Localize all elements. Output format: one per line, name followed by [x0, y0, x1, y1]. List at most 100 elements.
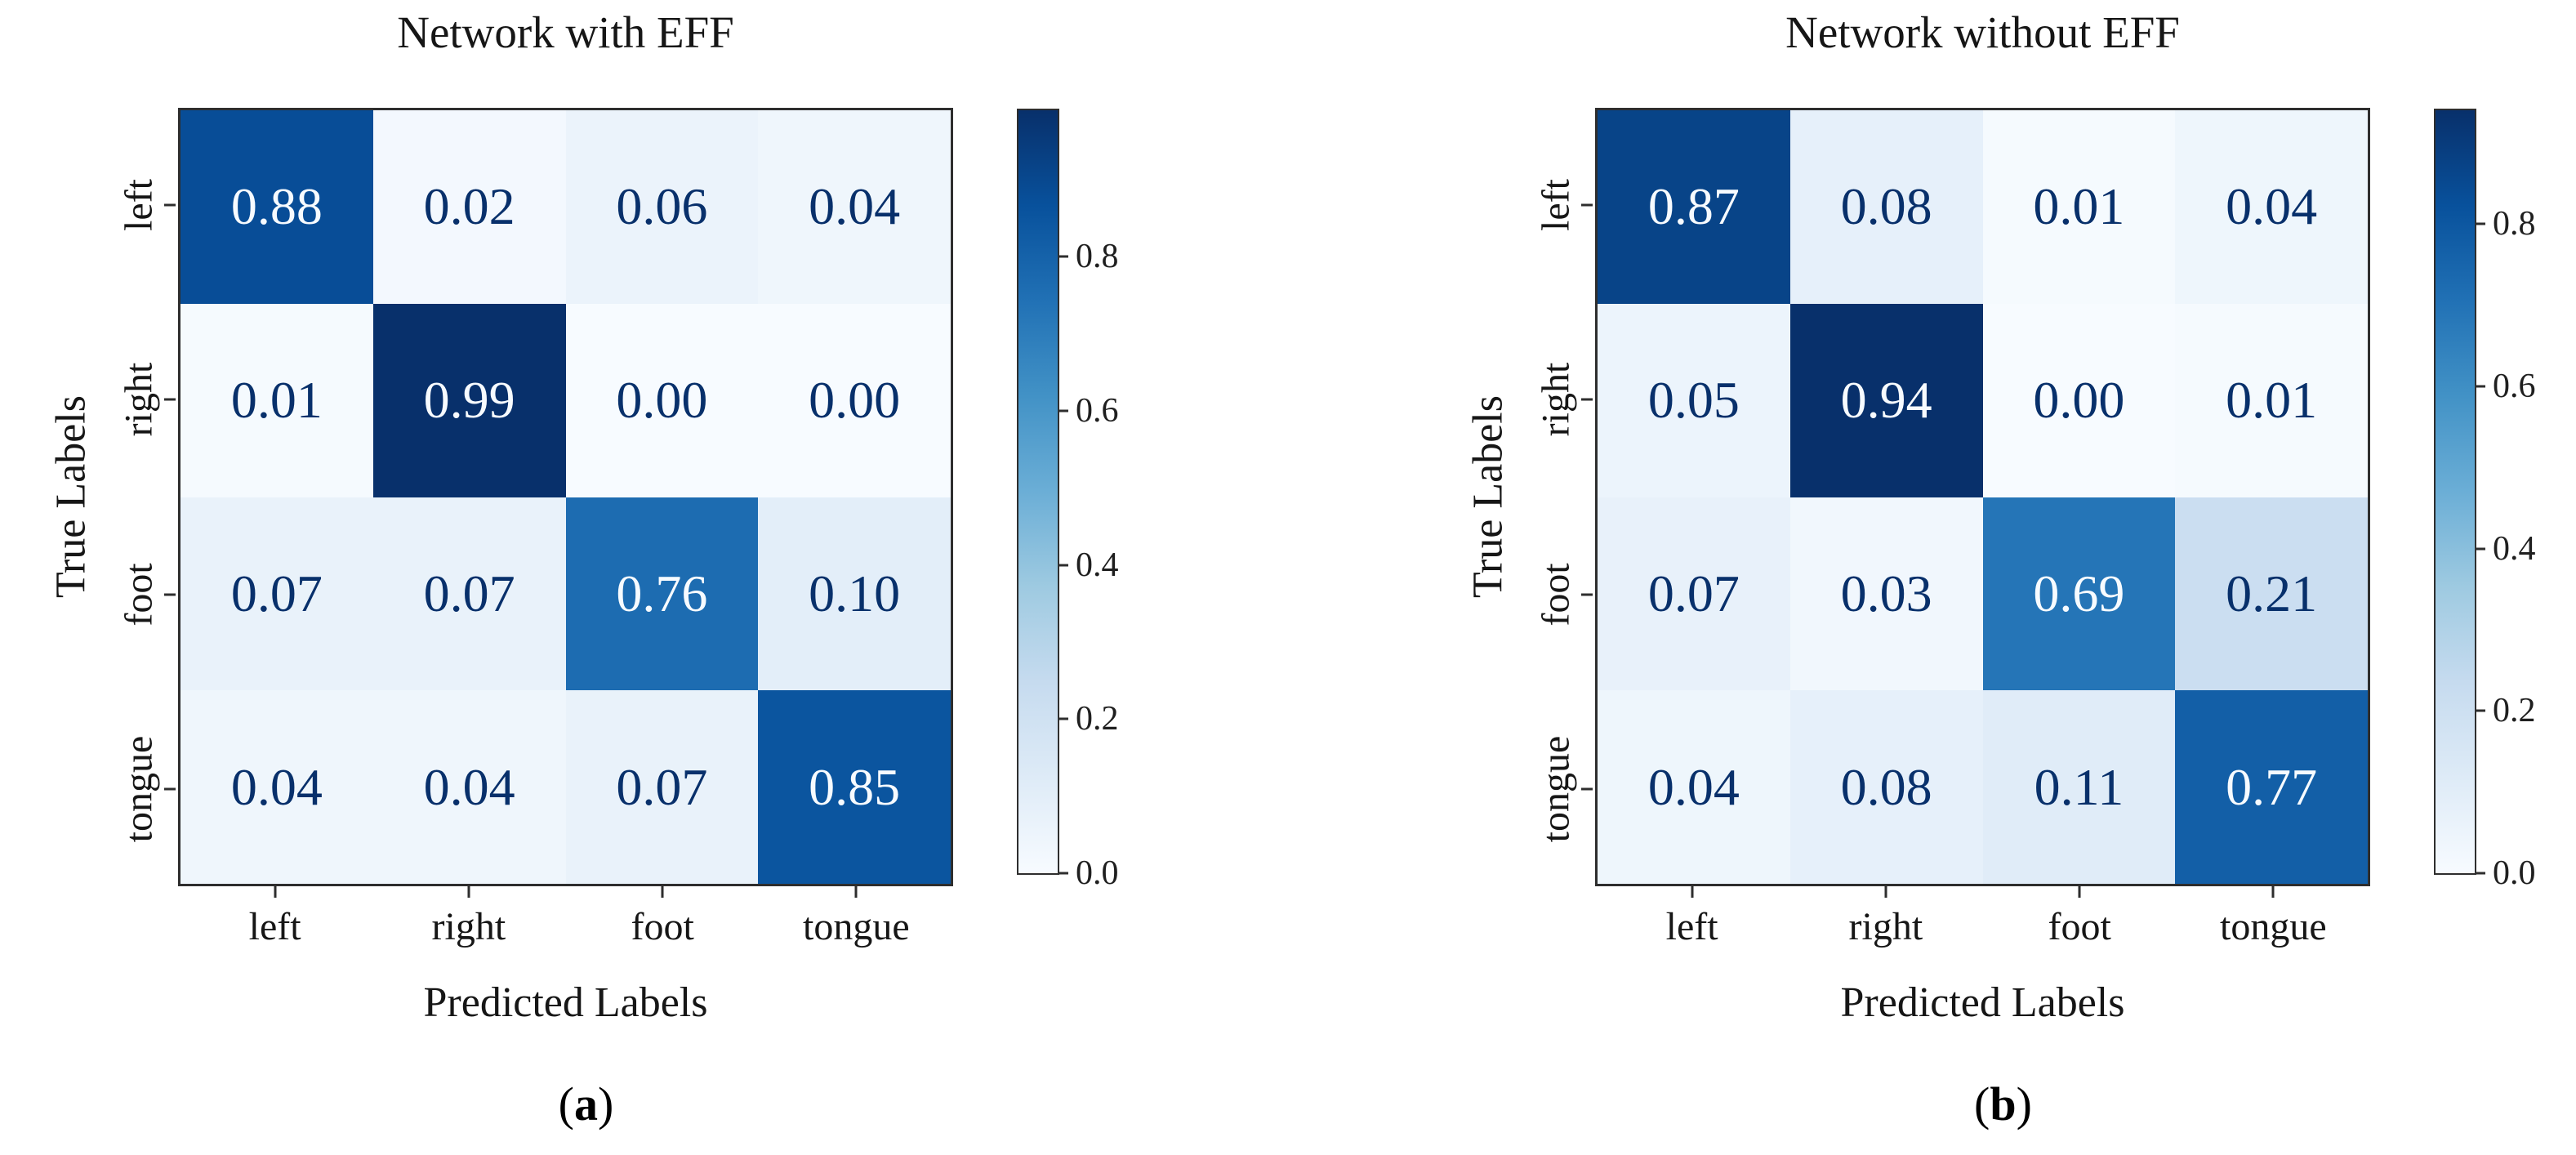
colorbar-tick-mark [2475, 222, 2485, 225]
x-tick-label: tongue [803, 905, 910, 948]
colorbar-tick-label: 0.6 [1076, 391, 1119, 430]
heatmap-cell: 0.00 [565, 303, 759, 497]
y-tick-mark [1581, 203, 1593, 207]
heatmap-cell: 0.99 [372, 303, 566, 497]
heatmap-cell: 0.94 [1789, 303, 1983, 497]
heatmap-cell: 0.03 [1789, 497, 1983, 691]
colorbar-tick-mark [2475, 547, 2485, 551]
x-tick-label: foot [631, 905, 694, 948]
colorbar: 0.8 0.6 0.4 0.2 0.0 [1017, 109, 1119, 892]
colorbar: 0.8 0.6 0.4 0.2 0.0 [2434, 109, 2536, 892]
y-tick-label: tongue [117, 735, 161, 843]
heatmap-cell: 0.21 [2175, 497, 2368, 691]
x-tick-label: right [1848, 905, 1923, 948]
caption-paren-open: ( [558, 1077, 574, 1130]
y-axis-ticks: left right foot tongue [1417, 108, 1595, 886]
heatmap-cell: 0.08 [1789, 110, 1983, 304]
heatmap-cell: 0.01 [1982, 110, 2176, 304]
colorbar-tick-label: 0.2 [1076, 700, 1119, 738]
x-tick-mark [2078, 886, 2081, 898]
caption-letter: b [1990, 1077, 2017, 1130]
heatmap-cell: 0.05 [1598, 303, 1790, 497]
colorbar-tick-mark [1058, 872, 1068, 875]
y-tick-mark [164, 787, 176, 791]
x-axis-ticks: left right foot tongue [178, 886, 953, 992]
x-tick-mark [1884, 886, 1887, 898]
y-tick-label: right [1534, 363, 1578, 437]
heatmap-cell: 0.01 [2175, 303, 2368, 497]
x-tick-label: right [431, 905, 506, 948]
y-tick-mark [1581, 398, 1593, 401]
heatmap-cell: 0.07 [372, 497, 566, 691]
chart-title: Network without EFF [1785, 7, 2180, 57]
panel-a: Network with EFF 0.88 0.02 0.06 0.04 0.01 0.9… [0, 7, 1119, 1131]
heatmap-cell: 0.10 [758, 497, 951, 691]
x-tick-label: tongue [2220, 905, 2327, 948]
heatmap-cell: 0.04 [2175, 110, 2368, 304]
heatmap-cell: 0.07 [565, 690, 759, 884]
colorbar-tick-label: 0.6 [2493, 367, 2536, 405]
y-tick-label: left [1534, 179, 1578, 232]
subfigure-caption: (a) [198, 1077, 974, 1131]
y-tick-mark [1581, 593, 1593, 596]
panel-b: Network without EFF 0.87 0.08 0.01 0.04 0.05… [1417, 0, 2576, 1155]
colorbar-tick-mark [2475, 709, 2485, 712]
heatmap-cell: 0.07 [1598, 497, 1790, 691]
chart-title: Network with EFF [397, 7, 734, 57]
x-tick-mark [274, 886, 277, 898]
heatmap-cell: 0.11 [1982, 690, 2176, 884]
caption-paren-open: ( [1974, 1077, 1990, 1130]
caption-paren-close: ) [598, 1077, 614, 1130]
heatmap-cell: 0.04 [758, 110, 951, 304]
heatmap-cell: 0.77 [2175, 690, 2368, 884]
colorbar-tick-mark [2475, 872, 2485, 875]
y-axis-ticks: left right foot tongue [0, 108, 178, 886]
subfigure-caption: (b) [1616, 1077, 2391, 1131]
heatmap-cell: 0.08 [1789, 690, 1983, 884]
colorbar-tick-label: 0.4 [2493, 529, 2536, 568]
heatmap-cell: 0.04 [372, 690, 566, 884]
y-tick-mark [1581, 787, 1593, 791]
colorbar-tick-label: 0.8 [1076, 238, 1119, 276]
y-tick-label: tongue [1534, 735, 1578, 843]
y-tick-label: left [117, 179, 161, 232]
y-tick-mark [164, 398, 176, 401]
y-tick-mark [164, 203, 176, 207]
heatmap-grid: 0.87 0.08 0.01 0.04 0.05 0.94 0.00 0.01 0.07 0.03… [1595, 108, 2370, 886]
heatmap-cell: 0.85 [758, 690, 951, 884]
heatmap-cell: 0.00 [1982, 303, 2176, 497]
y-tick-mark [164, 593, 176, 596]
colorbar-tick-mark [1058, 255, 1068, 258]
y-axis-label: True Labels [1464, 395, 1512, 598]
heatmap-cell: 0.02 [372, 110, 566, 304]
colorbar-tick-label: 0.0 [1076, 854, 1119, 892]
colorbar-tick-label: 0.0 [2493, 854, 2536, 892]
heatmap-cell: 0.04 [180, 690, 373, 884]
heatmap-cell: 0.00 [758, 303, 951, 497]
x-tick-mark [467, 886, 470, 898]
heatmap-cell: 0.01 [180, 303, 373, 497]
heatmap-cell: 0.69 [1982, 497, 2176, 691]
heatmap-cell: 0.88 [180, 110, 373, 304]
x-tick-label: left [248, 905, 301, 948]
x-tick-mark [1691, 886, 1694, 898]
heatmap-cell: 0.06 [565, 110, 759, 304]
caption-paren-close: ) [2016, 1077, 2032, 1130]
caption-letter: a [574, 1077, 598, 1130]
heatmap-cell: 0.07 [180, 497, 373, 691]
colorbar-tick-label: 0.8 [2493, 205, 2536, 243]
y-tick-label: foot [117, 562, 161, 627]
colorbar-tick-label: 0.2 [2493, 692, 2536, 730]
colorbar-tick-mark [1058, 717, 1068, 720]
heatmap-cell: 0.76 [565, 497, 759, 691]
x-tick-mark [661, 886, 664, 898]
heatmap-cell: 0.04 [1598, 690, 1790, 884]
x-axis-ticks: left right foot tongue [1595, 886, 2370, 992]
x-tick-label: left [1665, 905, 1718, 948]
heatmap-cell: 0.87 [1598, 110, 1790, 304]
colorbar-tick-label: 0.4 [1076, 546, 1119, 584]
colorbar-tick-mark [2475, 385, 2485, 388]
x-axis-label: Predicted Labels [423, 979, 708, 1026]
colorbar-tick-mark [1058, 409, 1068, 412]
